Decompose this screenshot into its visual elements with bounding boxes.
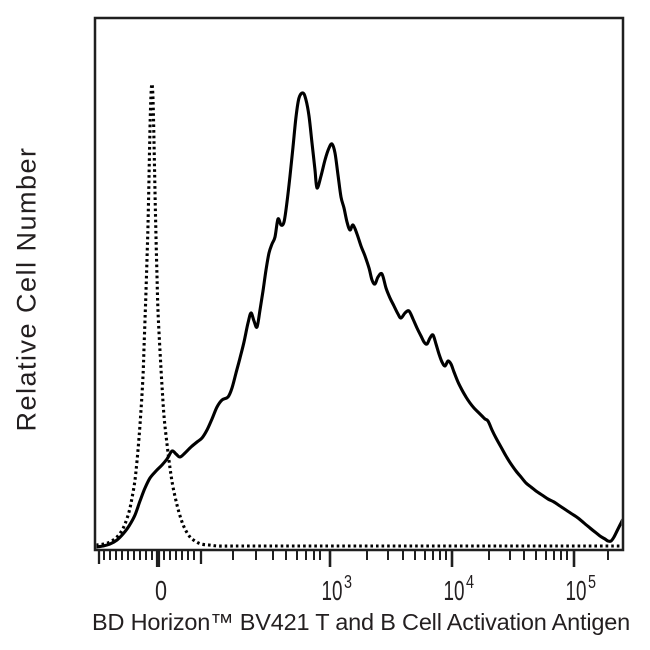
x-tick-label-exponent: 4 xyxy=(466,572,474,592)
x-axis-label: BD Horizon™ BV421 T and B Cell Activatio… xyxy=(92,609,630,635)
x-axis-ticks xyxy=(97,551,609,567)
x-tick-label: 10 xyxy=(566,575,587,606)
x-tick-label: 10 xyxy=(322,575,343,606)
x-tick-label-exponent: 3 xyxy=(344,572,352,592)
x-tick-label: 0 xyxy=(155,575,167,606)
control-curve xyxy=(96,82,622,548)
x-tick-label-exponent: 5 xyxy=(588,572,596,592)
x-axis-tick-labels: 0 10 3 10 4 10 5 xyxy=(155,572,596,606)
x-tick-label: 10 xyxy=(444,575,465,606)
plot-border xyxy=(93,16,625,552)
stained-sample-curve xyxy=(96,91,622,549)
